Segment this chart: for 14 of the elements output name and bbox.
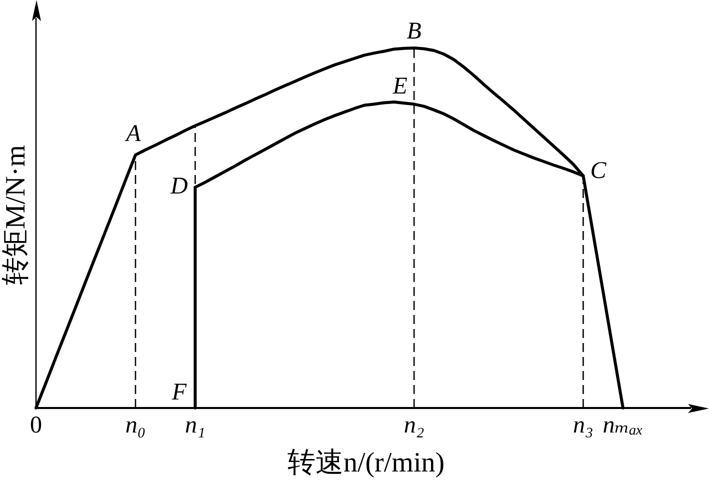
annotation: A [124,121,142,148]
y-axis-title: 转矩M/N·m [0,144,32,285]
x-tick-label: n₁ [185,412,206,438]
annotation: E [392,73,408,100]
annotation: C [590,158,608,184]
x-tick-label: n₃ [573,412,594,438]
annotation: B [406,18,422,44]
annotation: F [170,379,187,406]
x-tick-label: n₂ [404,412,424,438]
x-axis-title: 转速n/(r/min) [287,447,445,478]
x-tick-label: nₘₐₓ [602,412,644,438]
x-tick-label: 0 [30,412,42,438]
x-tick-label: n₀ [125,412,146,438]
annotation: D [170,174,188,200]
